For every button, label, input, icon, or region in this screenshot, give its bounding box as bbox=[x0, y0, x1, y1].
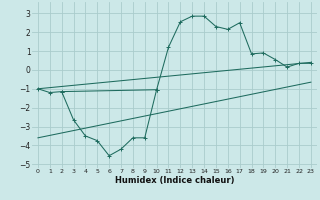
X-axis label: Humidex (Indice chaleur): Humidex (Indice chaleur) bbox=[115, 176, 234, 185]
